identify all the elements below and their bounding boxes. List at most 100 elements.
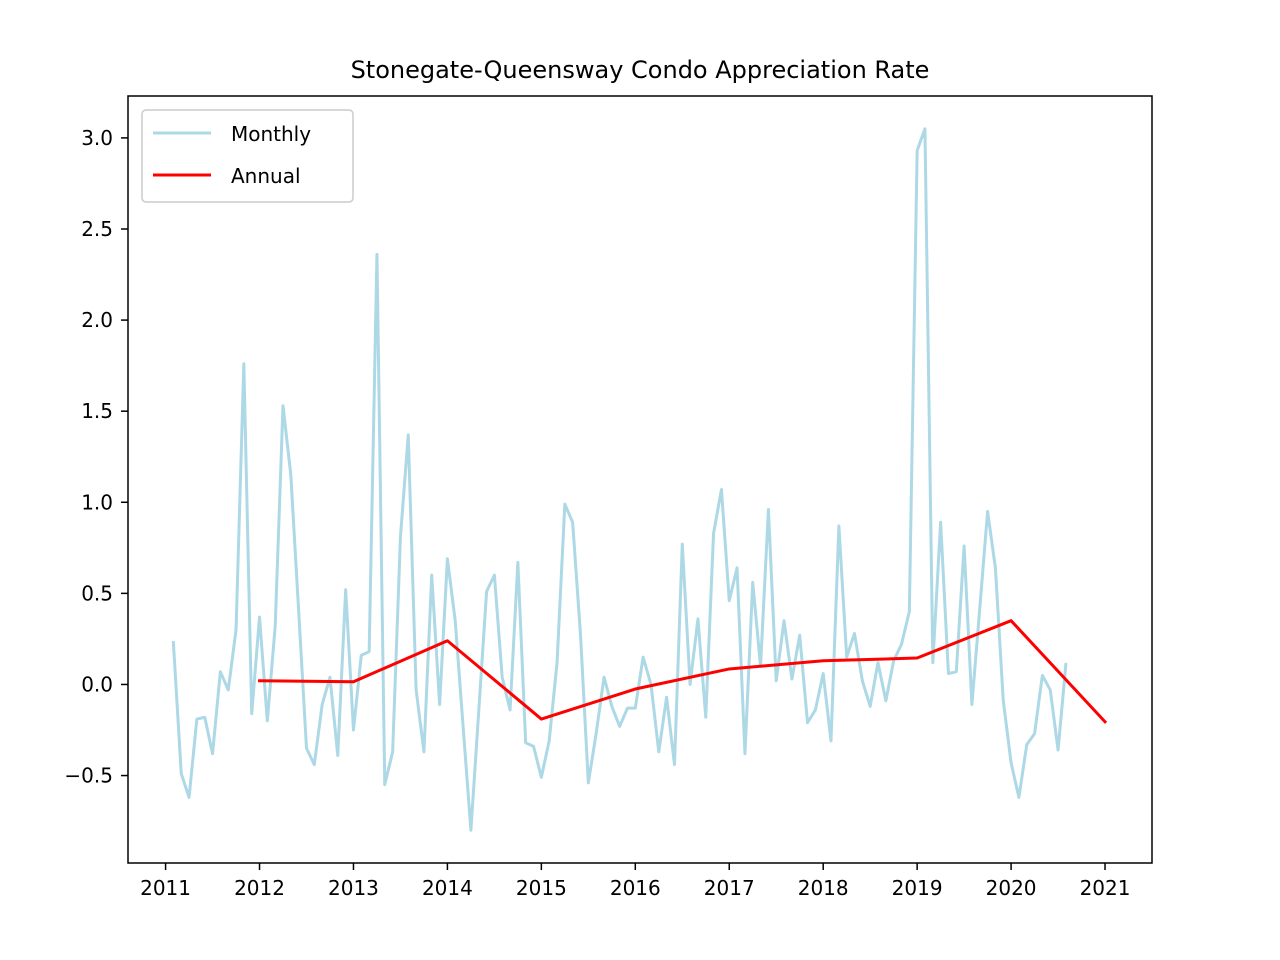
data-point-annual [1011,620,1012,621]
y-tick-label: 0.0 [81,672,113,696]
y-tick-label: 2.5 [81,217,113,241]
legend-label-annual: Annual [231,164,301,188]
x-tick-label: 2016 [610,876,661,900]
x-tick-label: 2017 [704,876,755,900]
data-point-monthly [799,635,800,636]
data-point-monthly [580,635,581,636]
y-tick-label: 3.0 [81,126,113,150]
series-line-monthly [171,127,1068,832]
data-point-monthly [275,626,276,627]
data-point-monthly [1018,797,1019,798]
data-point-annual [259,680,260,681]
x-tick-label: 2013 [328,876,379,900]
data-point-monthly [306,748,307,749]
data-point-monthly [995,567,996,568]
data-point-monthly [948,673,949,674]
data-point-monthly [643,657,644,658]
data-point-monthly [627,708,628,709]
data-point-monthly [416,689,417,690]
data-point-monthly [1042,675,1043,676]
data-point-monthly [979,607,980,608]
data-point-monthly [885,700,886,701]
data-point-monthly [870,706,871,707]
data-point-monthly [705,717,706,718]
y-tick-label: 0.5 [81,581,113,605]
data-point-monthly [494,575,495,576]
data-point-annual [635,689,636,690]
data-point-monthly [1003,700,1004,701]
data-point-monthly [329,677,330,678]
data-point-monthly [196,719,197,720]
data-point-monthly [533,746,534,747]
data-point-monthly [901,644,902,645]
data-point-monthly [729,600,730,601]
data-point-monthly [486,591,487,592]
data-point-monthly [173,642,174,643]
data-point-monthly [658,751,659,752]
data-point-monthly [791,678,792,679]
data-point-monthly [478,711,479,712]
data-point-monthly [917,150,918,151]
data-point-monthly [768,509,769,510]
data-point-monthly [666,697,667,698]
data-point-monthly [588,782,589,783]
plot-area [127,95,1153,864]
data-point-monthly [713,533,714,534]
data-point-monthly [204,717,205,718]
data-point-monthly [502,677,503,678]
data-point-monthly [854,633,855,634]
data-point-annual [353,681,354,682]
y-tick-label: 1.5 [81,399,113,423]
data-point-monthly [267,720,268,721]
data-point-monthly [987,511,988,512]
data-point-monthly [619,726,620,727]
data-point-monthly [236,629,237,630]
data-point-monthly [744,753,745,754]
data-point-monthly [361,655,362,656]
data-point-monthly [1011,762,1012,763]
data-point-annual [917,658,918,659]
data-point-monthly [259,617,260,618]
data-point-monthly [189,797,190,798]
data-point-monthly [345,589,346,590]
data-point-monthly [611,706,612,707]
series-line-annual [258,619,1108,724]
data-point-annual [447,640,448,641]
data-point-monthly [909,611,910,612]
data-point-monthly [337,755,338,756]
x-tick-label: 2012 [234,876,285,900]
data-point-monthly [408,434,409,435]
data-point-monthly [737,567,738,568]
data-point-monthly [564,504,565,505]
data-point-monthly [1034,733,1035,734]
data-point-monthly [815,709,816,710]
data-point-monthly [447,558,448,559]
data-point-monthly [557,662,558,663]
data-point-monthly [752,582,753,583]
data-point-monthly [455,620,456,621]
data-point-monthly [682,544,683,545]
data-point-monthly [635,708,636,709]
y-tick-label: 2.0 [81,308,113,332]
data-point-monthly [251,713,252,714]
legend: Monthly Annual [141,109,354,203]
x-tick-label: 2011 [140,876,191,900]
series-layer [171,127,1108,832]
data-point-monthly [400,536,401,537]
data-point-monthly [838,525,839,526]
data-point-monthly [392,751,393,752]
data-point-monthly [541,777,542,778]
data-point-monthly [862,680,863,681]
data-point-monthly [604,677,605,678]
data-point-monthly [353,730,354,731]
data-point-monthly [470,830,471,831]
data-point-annual [823,660,824,661]
data-point-monthly [784,620,785,621]
x-tick-label: 2021 [1080,876,1131,900]
data-point-monthly [1065,664,1066,665]
data-point-monthly [243,363,244,364]
data-point-monthly [181,773,182,774]
data-point-annual [729,668,730,669]
data-point-monthly [549,740,550,741]
